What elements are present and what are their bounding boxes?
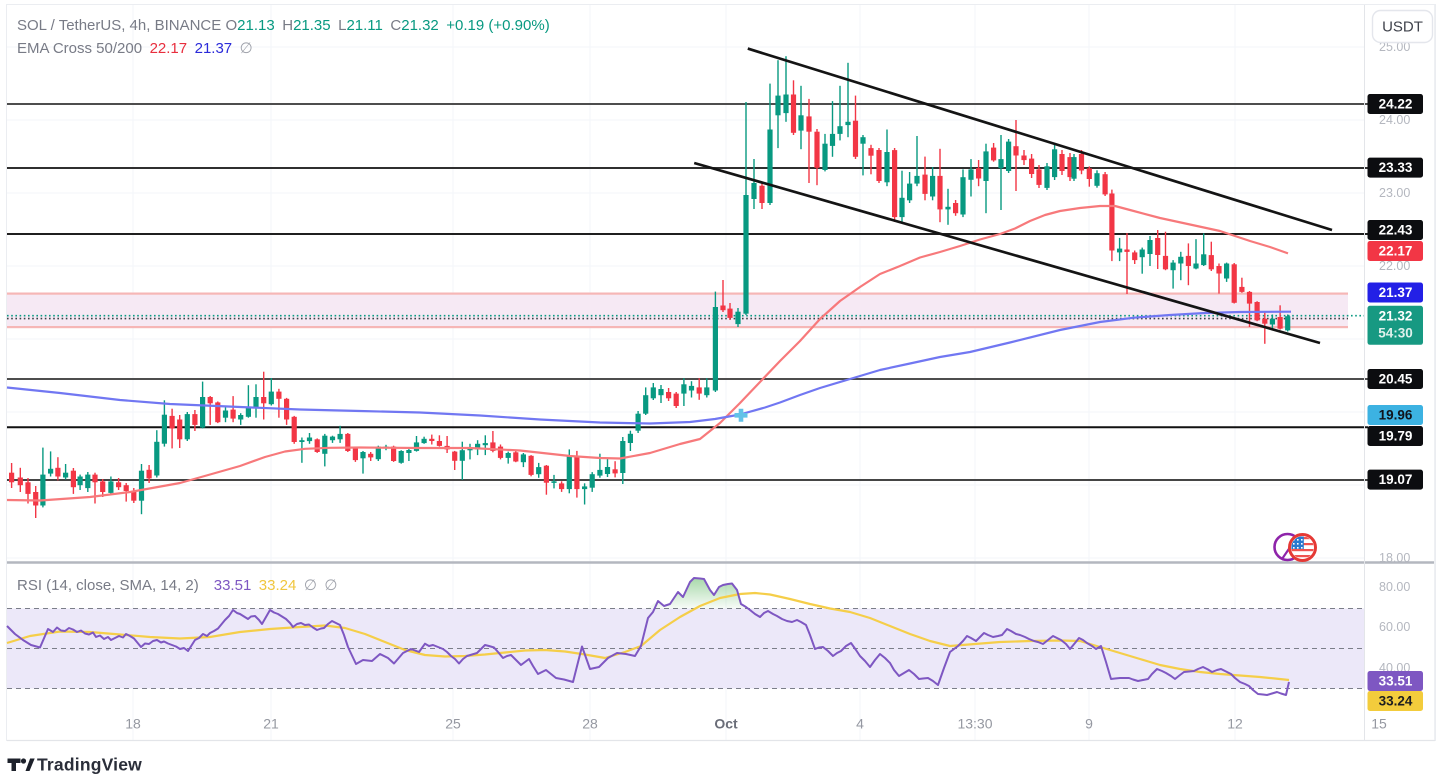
svg-text:28: 28 (582, 716, 598, 732)
svg-text:18.00: 18.00 (1379, 551, 1410, 565)
svg-text:22.00: 22.00 (1379, 259, 1410, 273)
svg-text:19.79: 19.79 (1379, 428, 1413, 443)
svg-text:TradingView: TradingView (37, 755, 142, 775)
svg-text:21: 21 (263, 716, 279, 732)
svg-text:80.00: 80.00 (1379, 580, 1410, 594)
svg-text:9: 9 (1085, 716, 1093, 732)
svg-text:24.00: 24.00 (1379, 113, 1410, 127)
svg-text:33.24: 33.24 (1379, 693, 1413, 708)
svg-text:21.32: 21.32 (1379, 308, 1413, 323)
svg-text:25: 25 (445, 716, 461, 732)
svg-text:13:30: 13:30 (957, 716, 992, 732)
svg-text:RSI (14, close, SMA, 14, 2) 33: RSI (14, close, SMA, 14, 2) 33.51 33.24 … (17, 577, 337, 594)
svg-text:4: 4 (856, 716, 864, 732)
svg-text:24.22: 24.22 (1379, 96, 1413, 111)
svg-text:18: 18 (125, 716, 141, 732)
svg-text:15: 15 (1371, 716, 1387, 732)
svg-text:22.43: 22.43 (1379, 222, 1413, 237)
svg-text:SOL / TetherUS, 4h, BINANCE: SOL / TetherUS, 4h, BINANCE (17, 17, 221, 34)
svg-text:21.37: 21.37 (1379, 285, 1413, 300)
svg-text:12: 12 (1227, 716, 1243, 732)
svg-text:22.17: 22.17 (1379, 243, 1413, 258)
svg-text:54:30: 54:30 (1378, 326, 1413, 341)
svg-text:USDT: USDT (1382, 19, 1423, 36)
svg-text:20.45: 20.45 (1379, 371, 1413, 386)
svg-text:33.51: 33.51 (1379, 673, 1413, 688)
svg-text:23.00: 23.00 (1379, 186, 1410, 200)
svg-text:19.96: 19.96 (1379, 407, 1413, 422)
svg-text:19.07: 19.07 (1379, 472, 1413, 487)
svg-text:23.33: 23.33 (1379, 160, 1413, 175)
svg-text:EMA Cross 50/200 22.17 21.37 ∅: EMA Cross 50/200 22.17 21.37 ∅ (17, 40, 253, 57)
svg-text:Oct: Oct (714, 716, 738, 732)
svg-text:60.00: 60.00 (1379, 620, 1410, 634)
svg-text:25.00: 25.00 (1379, 40, 1410, 54)
svg-text:O21.13 H21.35 L21.11 C21.32 +0: O21.13 H21.35 L21.11 C21.32 +0.19 (+0.90… (226, 17, 550, 34)
